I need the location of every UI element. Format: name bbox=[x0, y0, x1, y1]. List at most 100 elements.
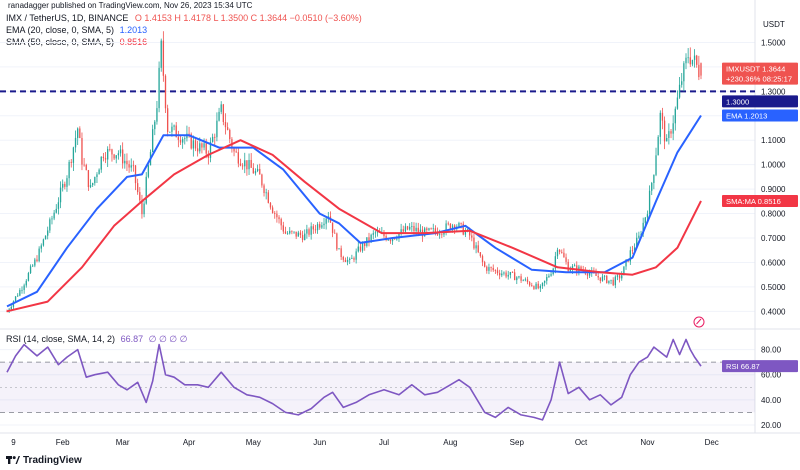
candle-body bbox=[556, 249, 559, 257]
candle-body bbox=[68, 161, 70, 179]
candle-body bbox=[608, 280, 610, 284]
symbol-text[interactable]: IMX / TetherUS, 1D, BINANCE bbox=[6, 13, 129, 23]
candle-body bbox=[74, 137, 77, 148]
candle-body bbox=[169, 131, 171, 133]
candle-body bbox=[64, 183, 66, 187]
candle-body bbox=[179, 139, 182, 143]
candle-body bbox=[443, 232, 445, 235]
candle-body bbox=[496, 270, 499, 274]
candle-body bbox=[128, 164, 130, 168]
candle-body bbox=[344, 259, 347, 262]
candle-body bbox=[349, 258, 351, 260]
candle-body bbox=[451, 225, 454, 230]
candle-body bbox=[516, 277, 518, 281]
candle-body bbox=[34, 259, 36, 266]
candle-body bbox=[261, 174, 263, 186]
candle-body bbox=[394, 238, 396, 240]
candle-body bbox=[336, 233, 338, 250]
candle-body bbox=[122, 149, 124, 164]
candle-body bbox=[524, 279, 527, 281]
footer-brand: TradingView bbox=[23, 454, 82, 466]
candle-body bbox=[151, 129, 154, 153]
candle-body bbox=[134, 165, 137, 184]
candle-body bbox=[441, 234, 443, 236]
candle-body bbox=[190, 134, 192, 149]
candle-body bbox=[359, 246, 362, 251]
candle-body bbox=[612, 279, 614, 286]
candle-body bbox=[158, 67, 160, 109]
candle-body bbox=[492, 267, 494, 271]
rsi-value-tag-text: RSI 66.87 bbox=[726, 362, 760, 371]
candle-body bbox=[301, 235, 304, 240]
candle-body bbox=[29, 266, 32, 274]
candle-body bbox=[434, 228, 437, 232]
candle-body bbox=[511, 272, 514, 273]
time-axis-label: Mar bbox=[116, 438, 130, 447]
candle-body bbox=[342, 256, 344, 260]
rsi-tick-label: 40.00 bbox=[761, 396, 782, 405]
axis-tags: IMXUSDT 1.3644+230.36% 08:25:17 1.3000 EMA… bbox=[693, 62, 798, 373]
time-axis-label: Oct bbox=[575, 438, 588, 447]
candle-body bbox=[685, 57, 687, 64]
candle-body bbox=[618, 275, 621, 279]
price-tick-label: 1.1000 bbox=[761, 136, 786, 145]
candle-body bbox=[548, 275, 550, 278]
candle-body bbox=[92, 183, 94, 186]
level-price-tag-text: 1.3000 bbox=[726, 97, 749, 106]
candle-body bbox=[458, 223, 460, 227]
candle-body bbox=[173, 125, 175, 127]
candle-body bbox=[316, 224, 319, 231]
candle-body bbox=[475, 245, 477, 249]
history-icon-mark bbox=[696, 318, 702, 325]
level-price-tag-bg bbox=[722, 95, 798, 108]
candle-body bbox=[235, 151, 237, 153]
candle-body bbox=[625, 260, 627, 267]
candle-body bbox=[428, 228, 430, 230]
candle-body bbox=[77, 128, 79, 138]
candle-body bbox=[353, 258, 355, 260]
rsi-legend[interactable]: RSI (14, close, SMA, 14, 2) 66.87 ∅ ∅ ∅ … bbox=[6, 334, 187, 345]
candle-body bbox=[44, 235, 47, 240]
candle-body bbox=[486, 266, 488, 271]
candle-body bbox=[526, 279, 529, 283]
candle-body bbox=[670, 131, 672, 134]
candle-body bbox=[94, 177, 96, 184]
candle-body bbox=[698, 64, 700, 78]
candle-body bbox=[469, 229, 471, 236]
candle-body bbox=[104, 158, 107, 160]
candle-body bbox=[241, 165, 244, 167]
candle-body bbox=[683, 63, 685, 82]
candle-body bbox=[691, 59, 694, 65]
candle-body bbox=[528, 282, 531, 286]
candle-body bbox=[346, 259, 349, 262]
candle-body bbox=[115, 155, 117, 159]
candle-body bbox=[154, 121, 156, 130]
candle-body bbox=[569, 269, 572, 272]
price-tick-label: 0.6000 bbox=[761, 258, 786, 267]
candle-body bbox=[334, 232, 336, 234]
candle-body bbox=[42, 239, 45, 246]
footer[interactable]: TradingView bbox=[6, 453, 82, 467]
ema-legend-label: EMA (20, close, 0, SMA, 5) bbox=[6, 25, 115, 35]
rsi-value-tag-bg bbox=[722, 360, 798, 373]
candle-body bbox=[293, 231, 295, 233]
candle-body bbox=[338, 248, 340, 250]
candle-body bbox=[571, 266, 574, 270]
candle-body bbox=[310, 226, 312, 235]
candle-body bbox=[297, 232, 299, 237]
candle-body bbox=[51, 218, 53, 220]
price-tick-label: 0.9000 bbox=[761, 185, 786, 194]
time-axis-label: Aug bbox=[443, 438, 457, 447]
candle-body bbox=[319, 224, 321, 228]
candle-body bbox=[509, 272, 512, 275]
candle-body bbox=[657, 136, 659, 156]
candle-body bbox=[531, 285, 533, 287]
ema-legend[interactable]: EMA (20, close, 0, SMA, 5) 1.2013 bbox=[6, 25, 147, 36]
candle-body bbox=[357, 246, 359, 252]
candle-body bbox=[164, 75, 167, 109]
candle-body bbox=[520, 276, 522, 281]
candle-body bbox=[226, 127, 229, 130]
candle-body bbox=[308, 229, 310, 235]
candle-body bbox=[87, 170, 90, 188]
